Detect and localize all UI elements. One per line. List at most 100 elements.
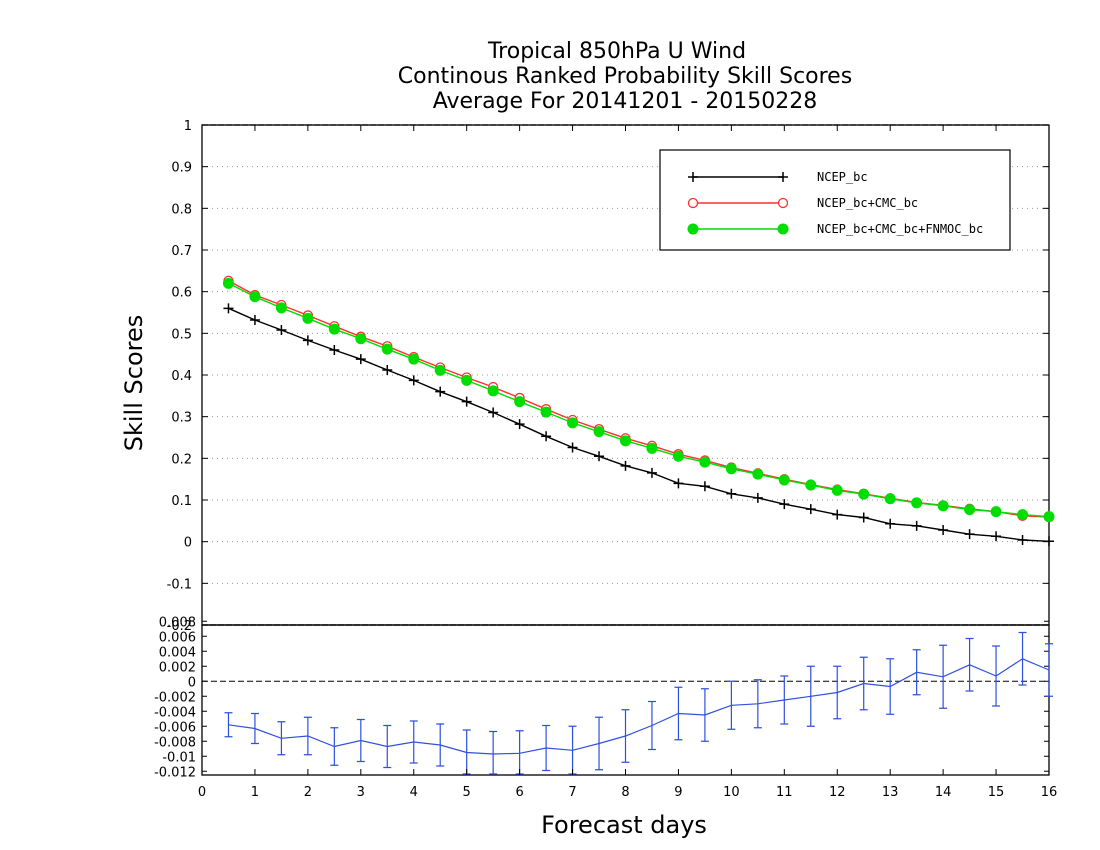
data-point <box>911 520 922 531</box>
bottom-y-axis: -0.012-0.01-0.008-0.006-0.004-0.00200.00… <box>154 615 1049 780</box>
data-point <box>1017 509 1029 521</box>
error-bar <box>224 712 233 738</box>
data-point <box>832 509 843 520</box>
data-point <box>408 353 420 365</box>
data-point <box>249 315 260 325</box>
data-point <box>275 302 287 314</box>
y-tick-label: 0 <box>188 675 196 690</box>
x-tick-label: 4 <box>410 785 418 800</box>
data-point <box>937 500 949 512</box>
y-tick-label: -0.004 <box>154 705 196 720</box>
data-point <box>567 442 578 453</box>
data-point <box>911 497 923 509</box>
data-point <box>593 426 605 438</box>
data-point <box>752 468 764 480</box>
data-point <box>594 451 605 462</box>
x-tick-label: 12 <box>829 785 846 800</box>
data-point <box>567 417 579 429</box>
y-tick-label: -0.01 <box>162 750 196 765</box>
difference-series-group <box>224 631 1053 775</box>
data-point <box>514 419 525 430</box>
data-point <box>302 335 313 346</box>
x-tick-label: 2 <box>304 785 312 800</box>
error-bar <box>939 644 948 709</box>
data-point <box>990 506 1002 518</box>
series-line <box>228 658 1050 755</box>
y-tick-label: 0.5 <box>171 327 192 342</box>
data-point <box>938 525 949 535</box>
data-point <box>688 172 698 182</box>
data-point <box>831 484 843 496</box>
y-tick-label: 0.3 <box>171 411 192 426</box>
data-point <box>779 499 790 510</box>
x-tick-label: 3 <box>357 785 365 800</box>
error-bar <box>409 720 418 764</box>
series-line <box>228 307 1050 542</box>
data-point <box>514 396 526 408</box>
y-tick-label: 0.9 <box>171 161 192 176</box>
y-tick-label: 0.8 <box>171 202 192 217</box>
x-tick-label: 13 <box>882 785 899 800</box>
data-point <box>487 385 499 397</box>
data-point <box>620 460 631 471</box>
data-point <box>991 531 1002 542</box>
error-bar <box>303 716 312 756</box>
y-tick-label: 0.2 <box>171 452 192 467</box>
error-bar <box>727 680 736 730</box>
y-tick-label: -0.002 <box>154 690 196 705</box>
data-point <box>461 396 472 407</box>
x-tick-label: 16 <box>1041 785 1058 800</box>
data-point <box>687 197 699 209</box>
data-point <box>726 488 737 499</box>
data-point <box>435 386 446 397</box>
data-point <box>541 431 552 442</box>
data-point <box>540 406 552 418</box>
data-point <box>687 223 699 235</box>
series-NCEP_bc+CMC_bc+FNMOC_bc <box>222 277 1055 523</box>
data-point <box>276 325 287 335</box>
error-bar <box>674 686 683 741</box>
legend-item: NCEP_bc+CMC_bc <box>687 196 918 210</box>
x-tick-label: 9 <box>674 785 682 800</box>
data-point <box>222 277 234 289</box>
error-bar <box>647 700 656 751</box>
legend-box <box>659 149 1011 251</box>
data-point <box>858 512 869 523</box>
error-bar <box>912 649 921 696</box>
y-axis-label: Skill Scores <box>120 315 148 452</box>
legend-label: NCEP_bc <box>817 170 868 184</box>
x-tick-label: 0 <box>198 785 206 800</box>
data-point <box>884 493 896 505</box>
error-bar <box>806 665 815 727</box>
error-bar <box>542 724 551 772</box>
error-bar <box>833 665 842 720</box>
error-bar <box>595 716 604 771</box>
data-point <box>620 435 631 447</box>
data-point <box>1044 536 1054 547</box>
error-bar <box>992 645 1001 707</box>
x-tick-label: 15 <box>988 785 1005 800</box>
chart-title-line-3: Average For 20141201 - 20150228 <box>433 89 818 114</box>
data-point <box>699 456 711 468</box>
data-point <box>1043 511 1055 523</box>
x-tick-label: 1 <box>251 785 259 800</box>
y-tick-label: 1 <box>184 119 192 134</box>
y-tick-label: 0 <box>184 536 192 551</box>
legend-label: NCEP_bc+CMC_bc <box>817 196 918 210</box>
error-bar <box>780 675 789 725</box>
y-tick-label: -0.012 <box>154 765 196 780</box>
legend: NCEP_bc NCEP_bc+CMC_bc NCEP_bc+CMC_bc+FNMO… <box>659 149 1011 251</box>
error-bar <box>250 712 259 745</box>
x-tick-label: 10 <box>723 785 740 800</box>
y-tick-label: -0.2 <box>167 619 192 634</box>
error-bar <box>489 730 498 775</box>
data-point <box>461 374 473 386</box>
legend-item: NCEP_bc+CMC_bc+FNMOC_bc <box>687 222 983 236</box>
legend-label: NCEP_bc+CMC_bc+FNMOC_bc <box>817 222 983 236</box>
error-bar <box>330 727 339 766</box>
series-line <box>228 282 1050 518</box>
error-bar <box>886 658 895 715</box>
difference-series <box>224 631 1053 775</box>
data-point <box>646 467 657 478</box>
